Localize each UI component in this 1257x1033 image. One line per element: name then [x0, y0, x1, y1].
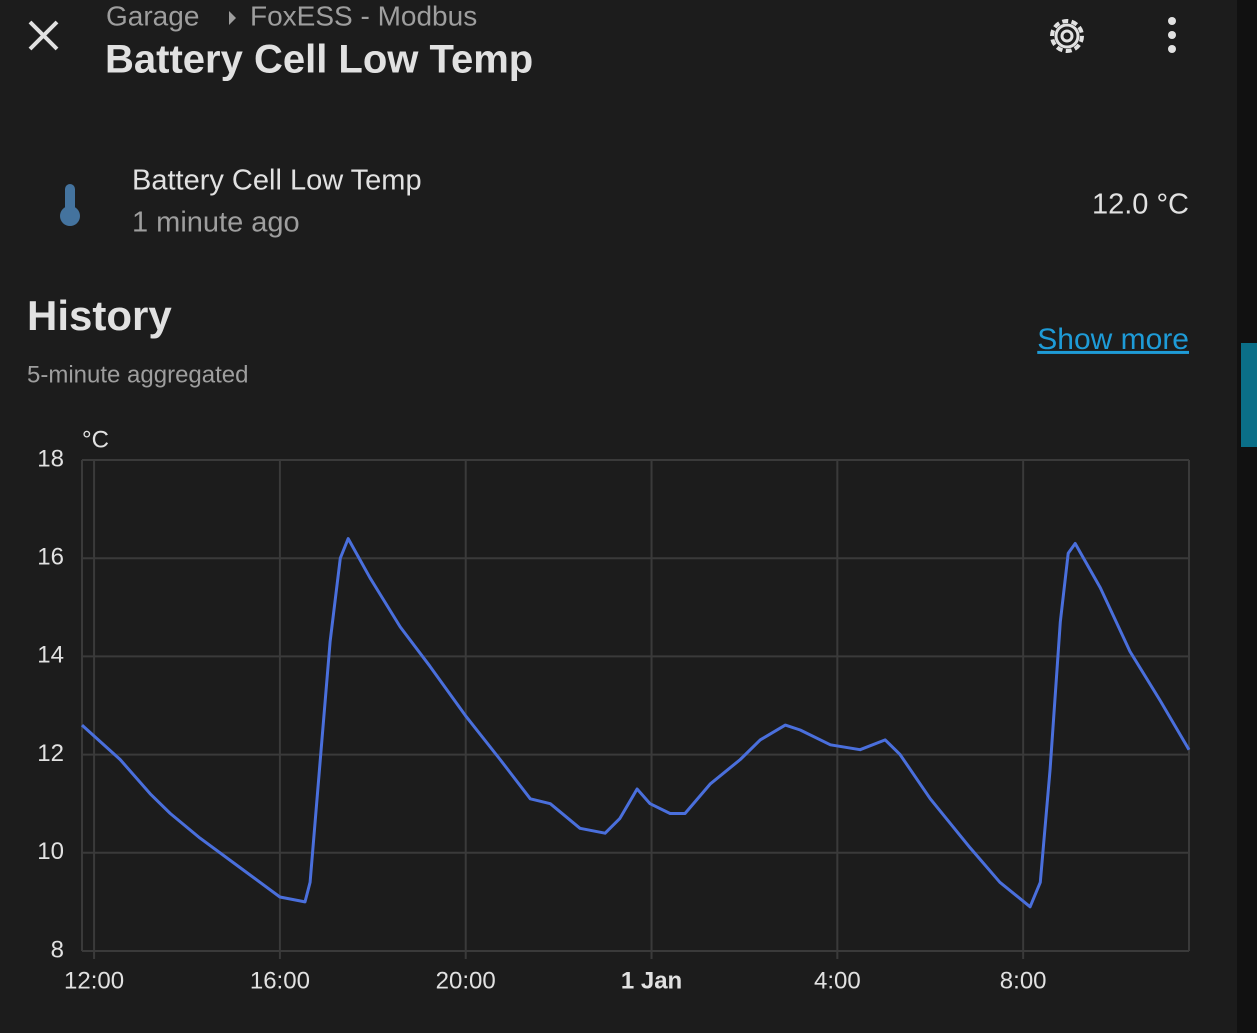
y-tick-label: 14 [37, 642, 64, 669]
breadcrumb-separator [229, 11, 236, 25]
close-button[interactable] [28, 20, 59, 51]
chart: 8 10 12 14 16 18 12:00 16:00 20:00 1 Jan 4:00 8:00 [37, 445, 1191, 994]
settings-button[interactable] [1050, 19, 1084, 53]
y-tick-label: 18 [37, 445, 64, 472]
show-more-link[interactable]: Show more [1037, 323, 1189, 356]
data-line [80, 537, 1191, 909]
menu-button[interactable] [1168, 17, 1176, 53]
history-title: History [27, 292, 172, 339]
breadcrumb: FoxESS - Modbus [250, 0, 477, 31]
x-tick-label: 4:00 [814, 967, 861, 994]
y-tick-label: 8 [51, 936, 64, 963]
entity-icon [60, 184, 80, 226]
y-tick-label: 16 [37, 544, 64, 571]
entity-state: 12.0 °C [1092, 189, 1189, 221]
breadcrumb: Garage [106, 0, 199, 31]
background-page [1237, 0, 1257, 1033]
entity-last-changed: 1 minute ago [132, 207, 300, 239]
background-card [1241, 343, 1257, 447]
x-tick-label: 8:00 [1000, 967, 1047, 994]
y-tick-label: 10 [37, 838, 64, 865]
y-tick-label: 12 [37, 740, 64, 767]
entity-name: Battery Cell Low Temp [132, 165, 422, 197]
history-subtitle: 5-minute aggregated [27, 361, 248, 388]
y-unit: °C [82, 426, 109, 453]
x-tick-label: 12:00 [64, 967, 124, 994]
x-tick-label: 20:00 [436, 967, 496, 994]
dialog-title: Battery Cell Low Temp [105, 38, 533, 82]
x-tick-label: 1 Jan [621, 967, 682, 994]
x-tick-label: 16:00 [250, 967, 310, 994]
